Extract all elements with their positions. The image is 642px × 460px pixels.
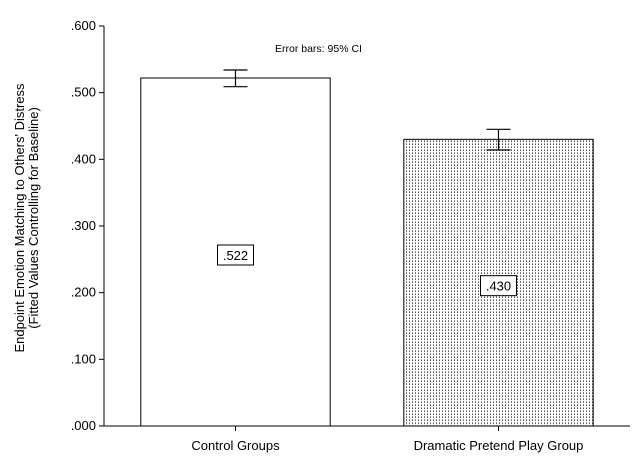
value-label-box bbox=[480, 275, 517, 297]
y-tick-label: .300 bbox=[71, 218, 96, 233]
value-label-box bbox=[217, 244, 254, 266]
y-axis-title: Endpoint Emotion Matching to Others' Dis… bbox=[12, 83, 41, 353]
y-tick-label: .400 bbox=[71, 151, 96, 166]
y-axis-title-line2: (Fitted Values Controlling for Baseline) bbox=[26, 107, 41, 329]
y-tick-label: .500 bbox=[71, 85, 96, 100]
bar bbox=[140, 77, 331, 427]
y-tick-label: .100 bbox=[71, 351, 96, 366]
y-tick-label: .000 bbox=[71, 418, 96, 433]
value-label: .522 bbox=[223, 248, 248, 263]
x-tick-label: Dramatic Pretend Play Group bbox=[414, 438, 584, 453]
y-axis-title-line1: Endpoint Emotion Matching to Others' Dis… bbox=[12, 83, 27, 353]
y-tick-label: .600 bbox=[71, 18, 96, 33]
x-tick-label: Control Groups bbox=[191, 438, 280, 453]
error-bar-annotation: Error bars: 95% CI bbox=[275, 43, 362, 55]
y-tick-label: .200 bbox=[71, 285, 96, 300]
value-label: .430 bbox=[486, 279, 511, 294]
